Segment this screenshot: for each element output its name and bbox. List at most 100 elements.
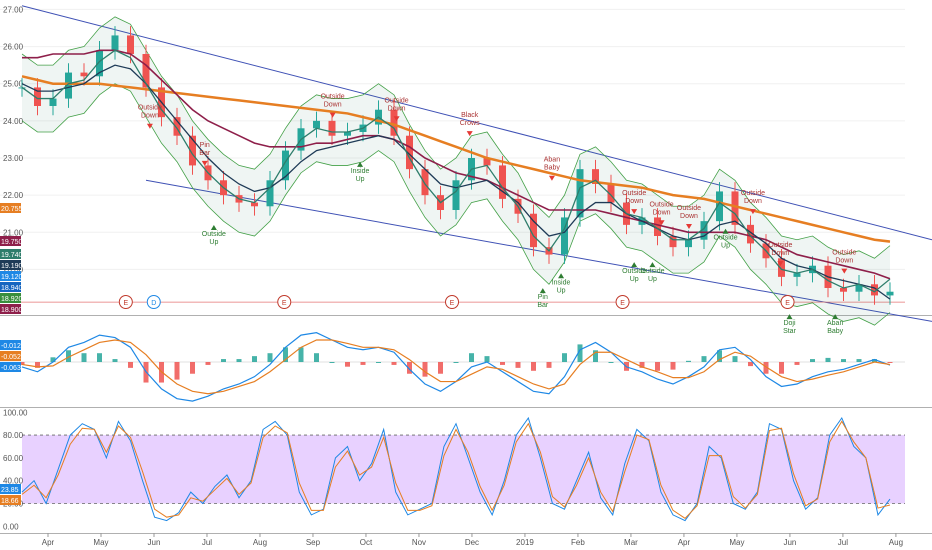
pattern-label-text: Down (744, 198, 762, 205)
macd-histogram-bar (190, 362, 195, 374)
pattern-marker (649, 262, 656, 268)
pattern-label-text: Down (835, 258, 853, 265)
macd-histogram-bar (825, 357, 831, 362)
pattern-marker (658, 220, 665, 226)
pattern-marker (539, 288, 546, 294)
price-badge (0, 293, 21, 303)
pattern-label-text: Down (680, 213, 698, 220)
macd-histogram-bar (608, 362, 614, 363)
pattern-label-text: Outside (640, 268, 664, 275)
macd-badge-text: -0.012 (1, 343, 21, 350)
macd-histogram-bar (81, 353, 87, 362)
macd-histogram-bar (391, 362, 397, 365)
macd-histogram-bar (701, 356, 707, 362)
pattern-label-text: Aban (827, 320, 843, 327)
pattern-label-text: Up (356, 176, 365, 183)
candle-body (96, 50, 103, 77)
macd-histogram-bar (810, 359, 815, 362)
pattern-label-text: Outside (385, 97, 409, 104)
pattern-label-text: Star (783, 328, 797, 335)
time-tick-label: Jun (783, 538, 796, 547)
event-marker-label: E (620, 300, 625, 307)
time-tick-label: Oct (360, 538, 373, 547)
price-tick-label: 24.00 (3, 117, 24, 126)
series-ma200-line (21, 75, 891, 243)
stochastic-series-line (21, 420, 891, 519)
macd-histogram-bar (19, 362, 25, 365)
stochastic-tick-label: 0.00 (3, 522, 19, 531)
stochastic-tick-label: 60.00 (3, 454, 24, 463)
candle-body (499, 165, 506, 199)
candle-body (716, 191, 723, 222)
pattern-label-text: Up (648, 276, 657, 283)
pattern-marker (329, 112, 336, 118)
price-badge-text: 18.900 (1, 307, 23, 314)
event-marker-label: E (282, 300, 287, 307)
candle-body (855, 284, 863, 292)
candle-body (251, 202, 258, 207)
time-tick-label: Feb (571, 538, 585, 547)
series-ma100-line (22, 49, 891, 280)
stochastic-badge-text: 18.66 (1, 498, 19, 505)
pattern-marker (631, 262, 638, 268)
macd-histogram-bar (407, 362, 412, 374)
pattern-label-text: Down (324, 102, 342, 109)
macd-histogram-bar (655, 362, 660, 371)
macd-badge-text: -0.052 (1, 354, 21, 361)
candle-body (80, 72, 88, 77)
pattern-label-text: Outside (622, 190, 646, 197)
macd-histogram-bar (531, 362, 536, 371)
candle-body (669, 236, 677, 248)
pattern-label-text: Bar (199, 150, 211, 157)
macd-histogram-bar (794, 362, 800, 365)
macd-histogram-bar (345, 362, 350, 367)
channel-upper-line (21, 5, 932, 241)
macd-badge-text: -0.063 (1, 365, 21, 372)
pattern-marker (201, 160, 208, 166)
macd-badge (0, 351, 21, 361)
macd-histogram-bar (856, 359, 862, 362)
pattern-label-text: Down (141, 113, 159, 120)
time-tick-label: Mar (624, 538, 638, 547)
pattern-label-text: Outside (713, 235, 737, 242)
candle-body (173, 117, 181, 136)
macd-series-line (21, 339, 891, 395)
macd-histogram-bar (841, 359, 846, 362)
macd-histogram-bar (298, 347, 304, 362)
pattern-marker (749, 209, 756, 215)
price-tick-label: 26.00 (3, 43, 24, 52)
time-tick-label: Apr (42, 538, 55, 547)
macd-histogram-bar (639, 362, 645, 368)
price-tick-label: 27.00 (3, 5, 24, 14)
pattern-label-text: Outside (202, 231, 226, 238)
candle-body (344, 132, 351, 136)
candle-body (778, 258, 785, 277)
macd-histogram-bar (686, 360, 691, 362)
time-tick-label: Sep (306, 538, 321, 547)
time-tick-label: May (729, 538, 744, 547)
event-marker (118, 295, 133, 309)
candle-body (266, 180, 274, 207)
candle-body (111, 35, 119, 51)
macd-histogram-bar (748, 362, 753, 367)
stochastic-tick-label: 100.00 (3, 408, 28, 417)
pattern-label-text: Outside (321, 94, 345, 101)
macd-histogram-bar (500, 362, 505, 365)
macd-histogram-bar (376, 362, 381, 363)
pattern-label-text: Up (721, 243, 730, 250)
price-badge (0, 271, 21, 281)
macd-histogram-bar (438, 362, 443, 374)
time-tick-label: Dec (465, 538, 479, 547)
candle-body (189, 135, 196, 166)
pattern-label-text: Outside (832, 250, 856, 257)
macd-histogram-bar (97, 353, 102, 362)
candle-body (700, 221, 708, 240)
